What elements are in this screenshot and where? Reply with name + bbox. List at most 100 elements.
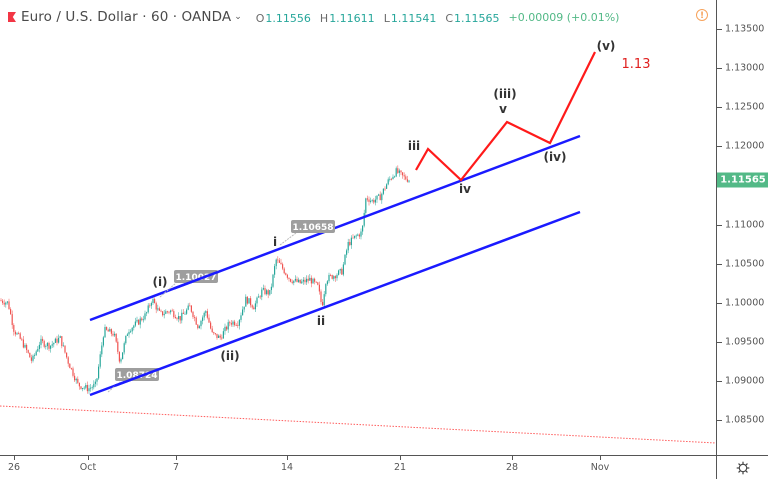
price-tag[interactable] [291,220,335,233]
candle-body [221,337,223,339]
candle-body [293,280,295,283]
candle-body [126,334,128,336]
candle-body [272,274,274,287]
candle-body [365,198,367,213]
candle-body [48,343,50,349]
symbol-title[interactable]: Euro / U.S. Dollar · 60 · OANDA [21,9,232,25]
candle-body [122,352,124,360]
candle-body [386,184,388,189]
candle-body [35,351,37,356]
candle-body [8,301,10,310]
candle-body [78,382,80,387]
candle-body [213,332,215,334]
price-tag[interactable] [115,368,159,381]
candle-body [347,242,349,251]
broker-flag-icon [8,12,16,22]
candle-body [50,345,52,349]
candle-body [397,168,399,173]
candle-body [186,309,188,314]
ohlc-close: C1.11565 [445,11,500,25]
candle-body [38,344,40,350]
candle-body [10,309,12,315]
candle-body [222,331,224,339]
price-chart-canvas[interactable]: 1.100271.087241.10658(i)(ii)iiiiiiiv(iii… [0,0,716,455]
candle-body [40,338,42,345]
time-tick [400,456,401,460]
candle-body [238,319,240,326]
candle-body [174,317,176,319]
candle-body [27,350,29,353]
price-tag-pointer [159,282,177,298]
candle-body [237,325,239,326]
candle-body [202,317,204,321]
candle-body [136,319,138,322]
candle-body [406,179,408,182]
candle-body [205,311,207,313]
time-label: 14 [280,462,294,473]
candle-body [408,180,410,182]
wave-label: i [273,235,277,249]
dotted-trendline[interactable] [0,405,716,444]
candle-body [234,321,236,326]
candle-body [355,235,357,237]
alert-circle-icon[interactable]: ! [696,9,708,21]
price-change: +0.00009 (+0.01%) [508,10,620,24]
lower-channel-line[interactable] [89,210,581,397]
time-tick [512,456,513,460]
candle-body [254,303,256,310]
chevron-down-icon[interactable]: ⌄ [234,12,242,22]
candle-body [344,254,346,265]
candle-body [304,279,306,283]
price-tag[interactable] [174,270,218,283]
candle-body [282,264,284,269]
candle-body [96,378,98,382]
candle-body [392,176,394,180]
time-tick [600,456,601,460]
candle-body [317,282,319,285]
price-tick [717,263,722,265]
candle-body [54,338,56,343]
candle-body [90,387,92,389]
candle-body [24,344,26,348]
candle-body [384,188,386,190]
time-axis[interactable]: 26 Oct 7 14 21 28 Nov [0,455,716,479]
chart-pane[interactable]: 1.10027 1.08724 1.10658 (i) (ii) i ii iii iv (iii… [0,0,716,455]
time-label: 21 [393,462,407,473]
candle-body [341,268,343,275]
price-label: 1.13500 [725,23,765,35]
candle-body [334,276,336,279]
candle-body [267,290,269,295]
candle-body [378,194,380,196]
candle-body [394,176,396,178]
candle-body [162,311,164,316]
price-tag-label: 1.08724 [117,371,158,381]
candle-body [62,345,64,347]
candle-body [93,383,95,388]
candle-body [30,357,32,361]
lower-channel-line-overlay [114,368,160,387]
candle-body [387,179,389,185]
candle-body [258,296,260,298]
candle-body [168,311,170,313]
candle-body [360,231,362,237]
candle-body [165,311,167,314]
candle-body [155,303,157,310]
price-tick [717,146,722,148]
candle-body [362,225,364,232]
candle-body [19,333,21,339]
price-axis[interactable]: 1.135001.130001.125001.120001.115001.110… [716,0,768,455]
candle-body [83,387,85,389]
wave-label: iv [459,182,471,196]
candle-body [133,325,135,328]
candle-body [104,327,106,338]
candle-body [70,368,72,369]
candle-body [354,235,356,238]
projection-path[interactable] [415,51,596,182]
candle-body [278,260,280,263]
candle-body [5,302,7,305]
price-tag-pointer [279,232,297,246]
target-price-label: 1.13 [622,57,651,72]
chart-settings-button[interactable] [716,455,768,479]
candle-body [179,316,181,321]
candle-body [310,277,312,284]
